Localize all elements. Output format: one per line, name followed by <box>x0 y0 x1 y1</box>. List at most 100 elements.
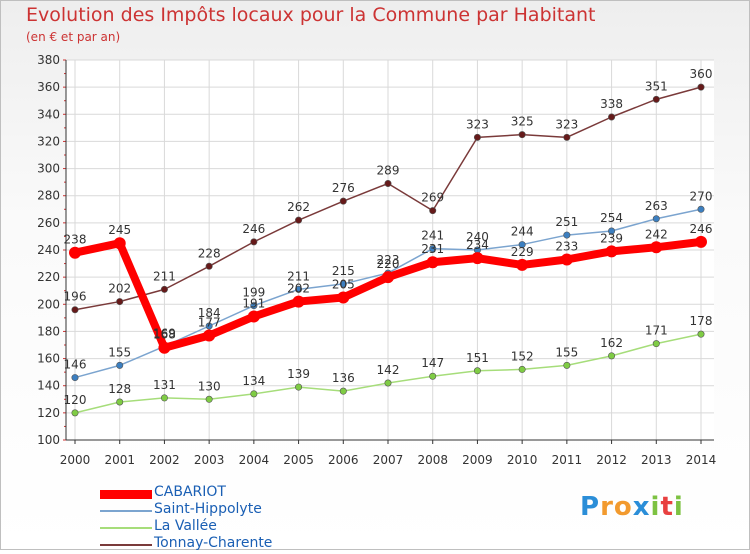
data-label-cabariot: 242 <box>645 227 668 241</box>
data-point-tonnay-charente <box>518 131 526 139</box>
data-point-cabariot <box>203 329 216 342</box>
logo-letter: x <box>632 492 651 522</box>
data-point-cabariot <box>158 341 171 354</box>
data-label-cabariot: 191 <box>242 297 265 311</box>
data-point-tonnay-charente <box>295 216 303 224</box>
y-tick-label: 360 <box>37 80 60 94</box>
data-point-la-vall-e <box>295 383 303 391</box>
data-point-tonnay-charente <box>608 113 616 121</box>
data-label-cabariot: 229 <box>511 245 534 259</box>
data-point-saint-hippolyte <box>429 245 437 253</box>
y-tick-label: 100 <box>37 433 60 447</box>
legend-label: Saint-Hippolyte <box>154 501 262 517</box>
data-point-saint-hippolyte <box>339 280 347 288</box>
data-label-la-vall-e: 152 <box>511 349 534 363</box>
y-tick-label: 160 <box>37 352 60 366</box>
data-point-la-vall-e <box>608 352 616 360</box>
y-tick-label: 260 <box>37 216 60 230</box>
data-point-la-vall-e <box>652 340 660 348</box>
y-tick-label: 300 <box>37 162 60 176</box>
x-tick-label: 2012 <box>596 453 627 467</box>
data-point-la-vall-e <box>518 365 526 373</box>
data-label-la-vall-e: 130 <box>198 379 221 393</box>
data-point-tonnay-charente <box>563 133 571 141</box>
y-tick-label: 200 <box>37 297 60 311</box>
data-label-cabariot: 233 <box>555 240 578 254</box>
data-label-cabariot: 238 <box>64 233 87 247</box>
data-point-tonnay-charente <box>160 285 168 293</box>
data-label-saint-hippolyte: 215 <box>332 264 355 278</box>
data-label-saint-hippolyte: 270 <box>690 189 713 203</box>
data-label-la-vall-e: 139 <box>287 367 310 381</box>
data-point-saint-hippolyte <box>608 227 616 235</box>
y-tick-label: 140 <box>37 379 60 393</box>
data-point-cabariot <box>695 235 707 248</box>
x-tick-label: 2004 <box>239 453 270 467</box>
data-label-la-vall-e: 131 <box>153 378 176 392</box>
x-tick-label: 2001 <box>104 453 135 467</box>
data-label-saint-hippolyte: 244 <box>511 225 534 239</box>
data-point-saint-hippolyte <box>295 285 303 293</box>
x-tick-label: 2008 <box>417 453 448 467</box>
data-label-la-vall-e: 151 <box>466 351 489 365</box>
data-label-saint-hippolyte: 211 <box>287 269 310 283</box>
legend-swatch <box>100 527 152 529</box>
data-label-saint-hippolyte: 223 <box>377 253 400 267</box>
data-label-la-vall-e: 155 <box>555 345 578 359</box>
data-point-saint-hippolyte <box>71 374 79 382</box>
legend-swatch <box>100 490 152 499</box>
data-label-tonnay-charente: 360 <box>690 67 713 81</box>
y-tick-label: 320 <box>37 134 60 148</box>
logo-letter: o <box>613 492 633 522</box>
data-point-tonnay-charente <box>205 262 213 270</box>
x-tick-label: 2005 <box>283 453 314 467</box>
legend-swatch <box>100 510 152 512</box>
proxiti-logo: Proxiti <box>580 492 684 522</box>
data-label-la-vall-e: 142 <box>377 363 400 377</box>
data-label-tonnay-charente: 323 <box>466 117 489 131</box>
data-label-tonnay-charente: 262 <box>287 200 310 214</box>
data-label-la-vall-e: 147 <box>421 356 444 370</box>
data-label-saint-hippolyte: 254 <box>600 211 623 225</box>
x-tick-label: 2003 <box>194 453 225 467</box>
data-label-cabariot: 177 <box>198 316 221 330</box>
data-point-saint-hippolyte <box>697 205 705 213</box>
data-point-cabariot <box>69 246 81 259</box>
data-point-tonnay-charente <box>384 180 392 188</box>
data-label-saint-hippolyte: 184 <box>198 306 221 320</box>
legend-swatch <box>100 544 152 546</box>
data-point-la-vall-e <box>160 394 168 402</box>
data-point-saint-hippolyte <box>205 322 213 330</box>
y-tick-label: 120 <box>37 406 60 420</box>
data-point-cabariot <box>426 256 439 269</box>
data-point-saint-hippolyte <box>652 215 660 223</box>
data-label-saint-hippolyte: 169 <box>153 326 176 340</box>
data-point-la-vall-e <box>563 361 571 369</box>
data-point-cabariot <box>382 271 394 284</box>
data-label-cabariot: 234 <box>466 238 489 252</box>
data-label-tonnay-charente: 338 <box>600 97 623 111</box>
data-point-tonnay-charente <box>116 298 124 306</box>
data-point-saint-hippolyte <box>116 361 124 369</box>
data-label-tonnay-charente: 276 <box>332 181 355 195</box>
x-tick-label: 2013 <box>641 453 672 467</box>
data-point-la-vall-e <box>339 387 347 395</box>
data-point-la-vall-e <box>429 372 437 380</box>
logo-letter: i <box>650 492 661 522</box>
legend-label: La Vallée <box>154 518 217 534</box>
x-tick-label: 2009 <box>462 453 493 467</box>
data-point-saint-hippolyte <box>518 241 526 249</box>
data-point-tonnay-charente <box>339 197 347 205</box>
x-tick-label: 2006 <box>328 453 359 467</box>
data-label-tonnay-charente: 211 <box>153 269 176 283</box>
data-point-cabariot <box>247 310 260 323</box>
data-label-tonnay-charente: 323 <box>555 117 578 131</box>
data-point-la-vall-e <box>250 390 258 398</box>
data-point-tonnay-charente <box>473 133 481 141</box>
data-label-saint-hippolyte: 240 <box>466 230 489 244</box>
chart-title: Evolution des Impôts locaux pour la Comm… <box>26 4 596 26</box>
x-tick-label: 2014 <box>686 453 717 467</box>
data-label-la-vall-e: 134 <box>242 374 265 388</box>
x-tick-label: 2010 <box>507 453 538 467</box>
data-point-cabariot <box>516 258 529 271</box>
